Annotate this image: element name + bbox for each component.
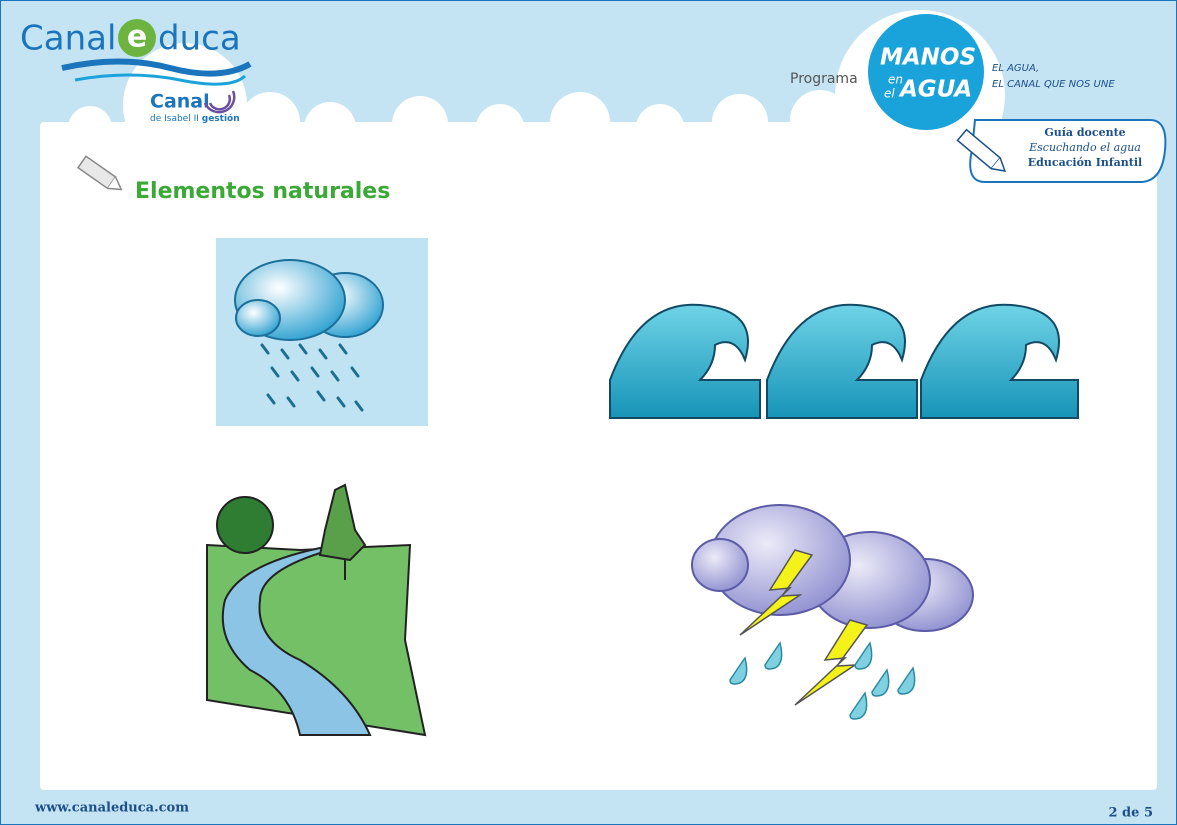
rain-image [216,238,428,426]
badge-en: en [888,73,903,87]
brand-e-circle [118,19,156,57]
guide-pencil [956,128,1007,172]
footer-page: 2 de 5 [1108,806,1153,821]
slogan-1: EL AGUA, [992,63,1039,74]
guide-line1: Guía docente [1044,126,1125,139]
guide-line3: Educación Infantil [1028,156,1142,169]
section-title: Elementos naturales [135,179,390,204]
slogan-2: EL CANAL QUE NOS UNE [992,79,1115,90]
river-image [206,483,427,737]
badge-el: el [884,87,895,101]
sub-text-plain: de Isabel II [150,114,199,124]
title-pencil [76,155,123,191]
storm-image [691,504,974,720]
waves-image [609,303,1079,419]
sub-brand-icon [203,90,236,114]
logo-swoosh [61,58,252,77]
guide-box [969,119,1167,183]
sub-text: de Isabel II gestión [150,113,240,124]
badge-line2: AGUA [898,77,972,103]
sub-text-bold: gestión [202,113,240,124]
brand-left: Canal [20,19,116,59]
program-label: Programa [790,71,858,87]
program-badge [868,14,984,130]
badge-line1: MANOS [880,45,976,71]
footer-url: www.canaleduca.com [34,801,189,816]
logo-swoosh [74,73,247,86]
brand-right: duca [158,19,241,59]
guide-line2: Escuchando el agua [1028,141,1141,154]
brand-e: e [127,20,147,55]
sub-brand: Canal [150,91,210,113]
